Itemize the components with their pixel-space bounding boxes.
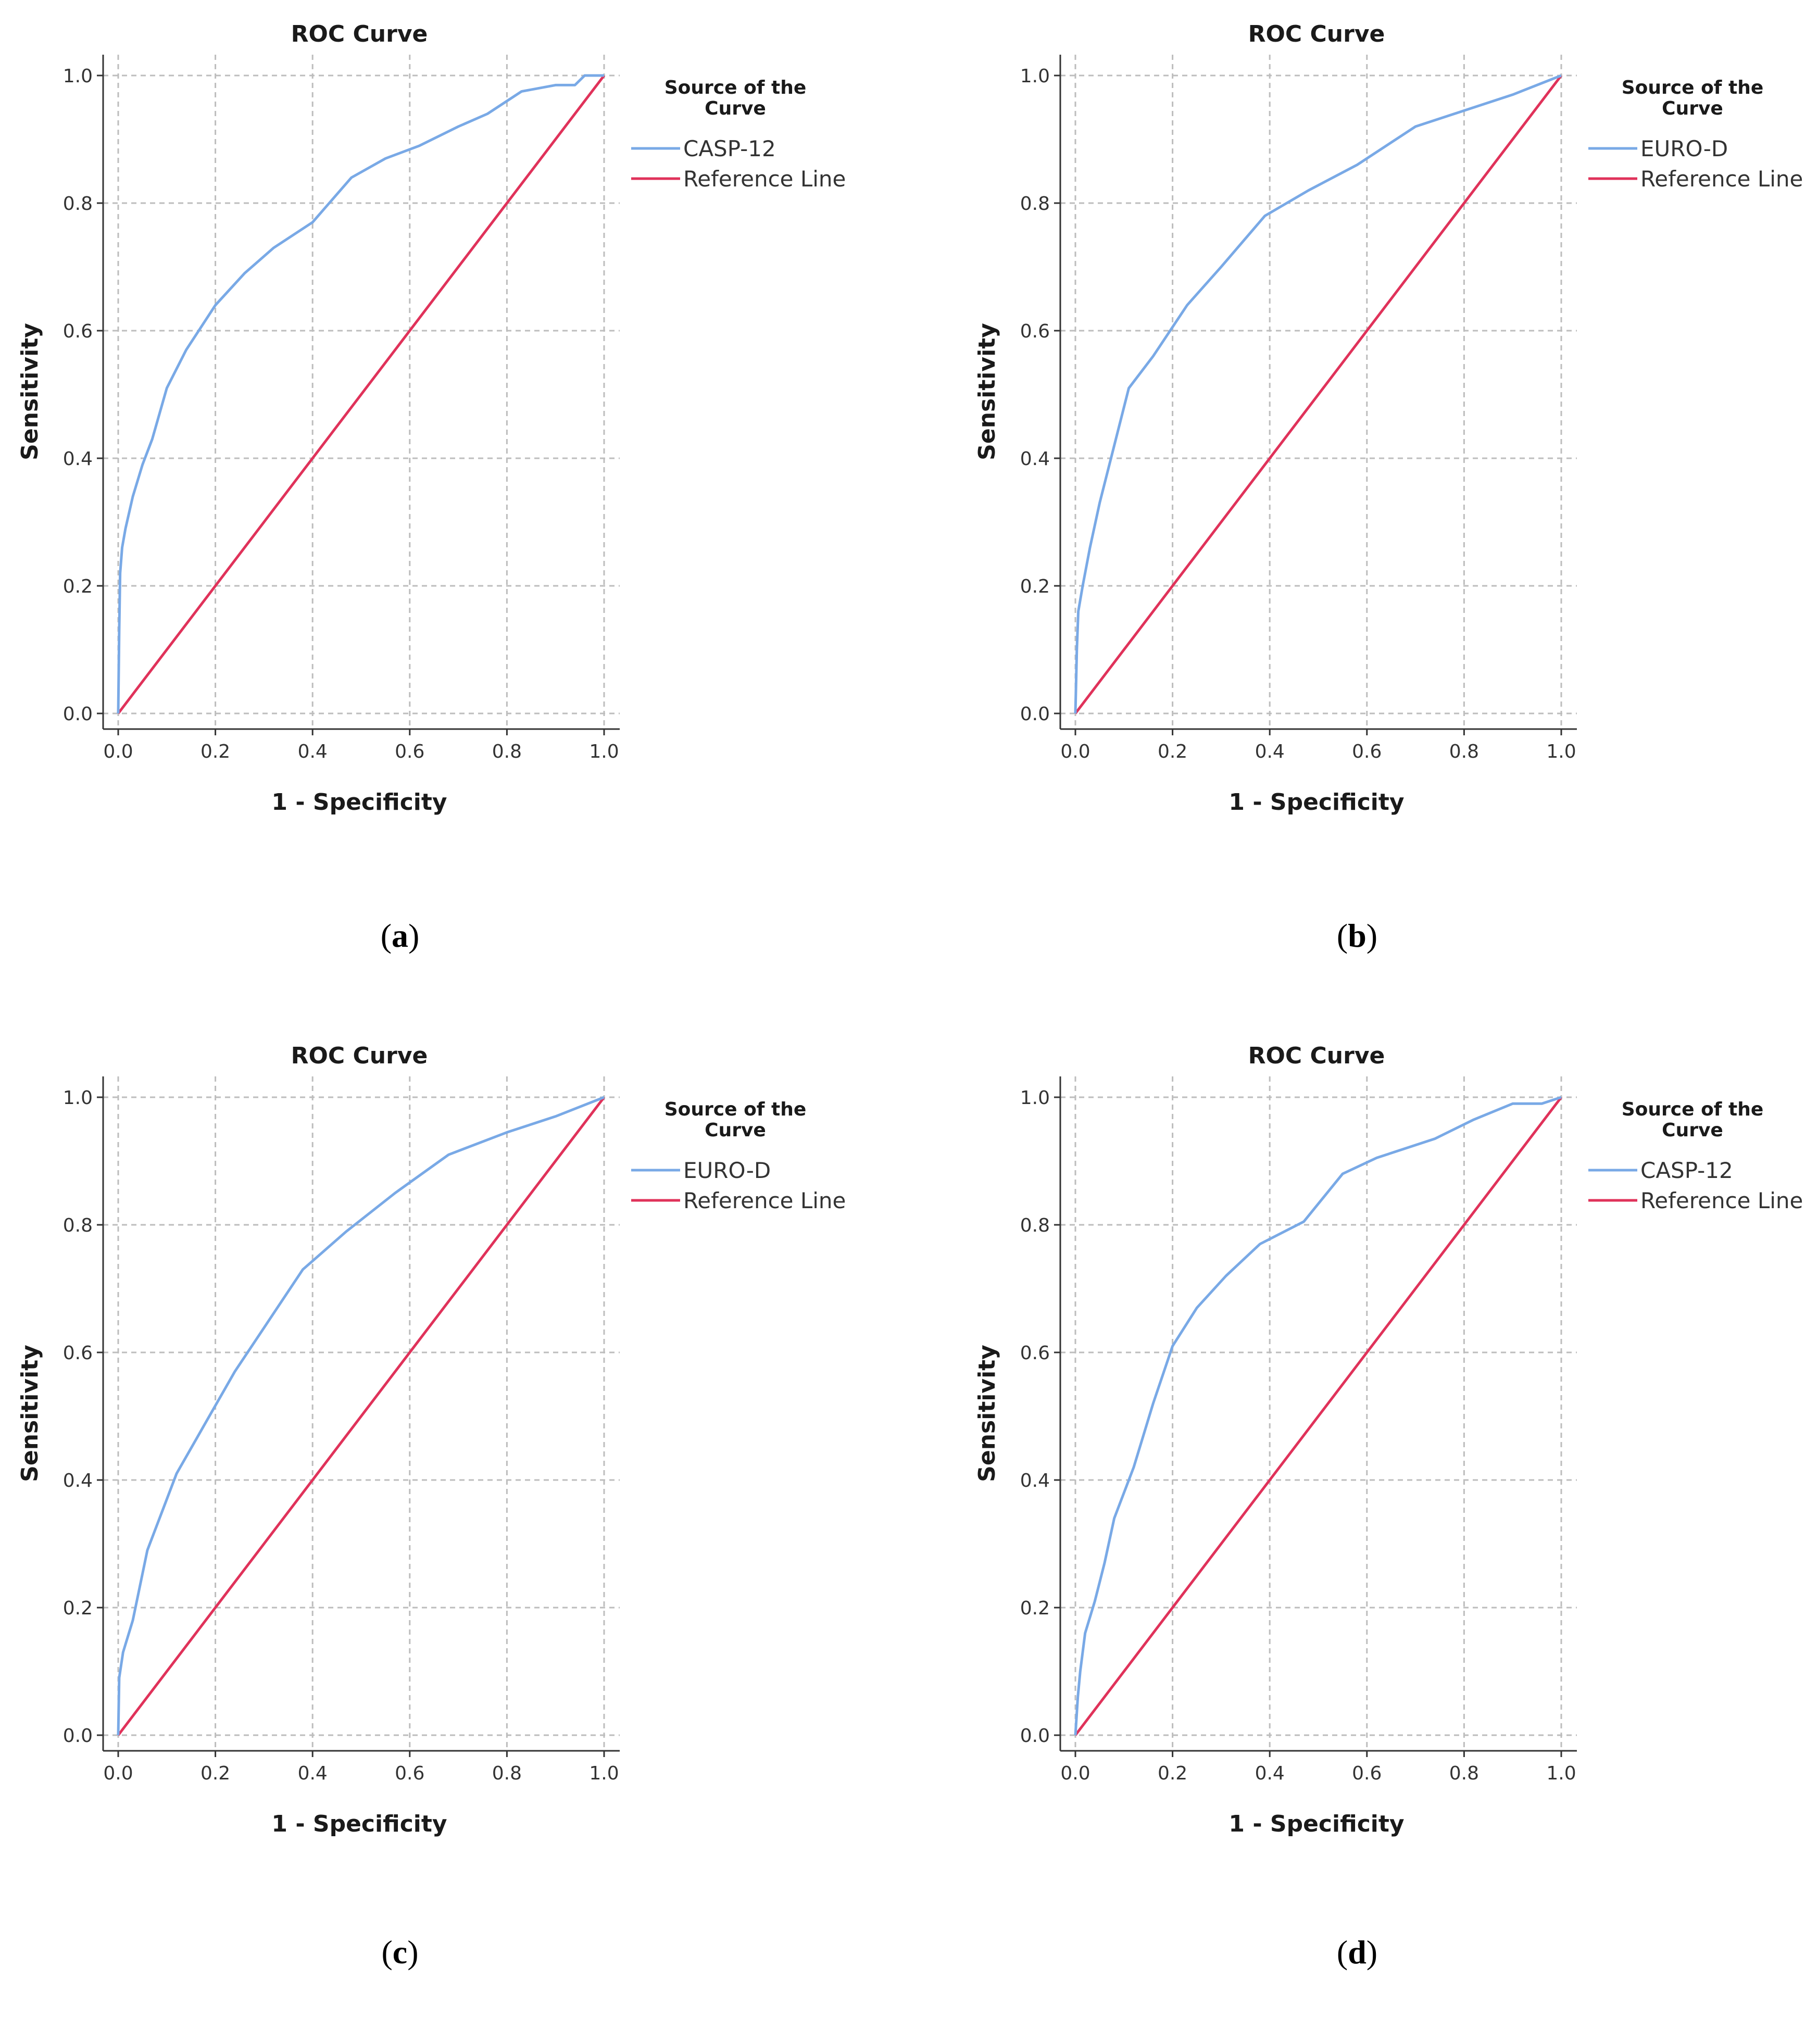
series-line-reference-line bbox=[1074, 74, 1562, 714]
x-tick-label: 0.8 bbox=[1449, 741, 1479, 762]
x-tick-label: 0.8 bbox=[492, 741, 522, 762]
panel-caption: (a) bbox=[381, 917, 420, 954]
panel-caption-letter: d bbox=[1348, 1934, 1366, 1971]
legend-title: Source of the Curve bbox=[1622, 77, 1764, 119]
y-axis-label: Sensitivity bbox=[974, 1345, 1000, 1482]
series-line-euro-d bbox=[117, 1096, 605, 1736]
y-tick-label: 1.0 bbox=[63, 66, 93, 87]
panel-caption-letter: b bbox=[1348, 917, 1366, 954]
x-tick-label: 0.2 bbox=[200, 741, 230, 762]
series-line-reference-line bbox=[1074, 1096, 1562, 1736]
chart-title: ROC Curve bbox=[291, 21, 428, 47]
panel-caption: (d) bbox=[1337, 1934, 1377, 1971]
y-tick-label: 1.0 bbox=[1020, 66, 1050, 87]
x-tick-label: 0.6 bbox=[395, 741, 424, 762]
legend-title: Source of the Curve bbox=[664, 77, 807, 119]
y-tick-label: 0.2 bbox=[1020, 576, 1050, 597]
series-line-casp-12 bbox=[117, 74, 604, 714]
y-tick-label: 0.2 bbox=[63, 1598, 93, 1619]
x-tick-label: 1.0 bbox=[1546, 1763, 1576, 1784]
chart-panel-c: ROC Curve 0.0 0.2 0.4 0.6 0.8 1.0 0.0 0.2 0.4 0.6 0… bbox=[0, 1022, 909, 2043]
legend-label: Reference Line bbox=[1640, 1188, 1803, 1213]
x-axis-label: 1 - Specificity bbox=[271, 789, 447, 816]
series-line-reference-line bbox=[117, 74, 605, 714]
y-tick-label: 0.8 bbox=[1020, 193, 1050, 215]
x-tick-label: 0.4 bbox=[298, 741, 328, 762]
y-tick-label: 0.0 bbox=[63, 704, 93, 725]
x-axis-label: 1 - Specificity bbox=[1228, 789, 1404, 816]
x-tick-label: 0.0 bbox=[103, 741, 133, 762]
panel-caption-letter: c bbox=[393, 1934, 407, 1971]
x-tick-label: 0.4 bbox=[1255, 1763, 1285, 1784]
legend-label: EURO-D bbox=[683, 1158, 771, 1183]
y-tick-label: 0.8 bbox=[63, 193, 93, 215]
y-tick-label: 0.8 bbox=[1020, 1215, 1050, 1236]
roc-chart-b: ROC Curve 0.0 0.2 0.4 0.6 0.8 1.0 0.0 0.2 0.4 0.6 0… bbox=[974, 21, 1803, 954]
y-tick-label: 0.6 bbox=[1020, 1343, 1050, 1364]
y-tick-label: 0.6 bbox=[63, 1343, 93, 1364]
legend-label: EURO-D bbox=[1640, 136, 1728, 161]
y-tick-label: 0.0 bbox=[63, 1725, 93, 1747]
y-tick-label: 0.4 bbox=[1020, 448, 1050, 470]
y-tick-label: 1.0 bbox=[1020, 1087, 1050, 1109]
y-tick-label: 0.0 bbox=[1020, 704, 1050, 725]
x-tick-label: 0.6 bbox=[395, 1763, 424, 1784]
y-axis-label: Sensitivity bbox=[17, 323, 43, 460]
y-tick-label: 0.6 bbox=[1020, 321, 1050, 342]
y-axis-label: Sensitivity bbox=[974, 323, 1000, 460]
chart-title: ROC Curve bbox=[291, 1043, 428, 1069]
series-line-euro-d bbox=[1074, 74, 1562, 714]
x-tick-label: 0.6 bbox=[1352, 741, 1382, 762]
x-tick-label: 0.8 bbox=[1449, 1763, 1479, 1784]
legend-label: CASP-12 bbox=[1640, 1158, 1733, 1183]
chart-panel-a: ROC Curve 0.0 0.2 0.4 0.6 0.8 1.0 0.0 0.2 0.4 0.6 0… bbox=[0, 0, 909, 1022]
x-tick-label: 0.2 bbox=[200, 1763, 230, 1784]
x-tick-label: 0.8 bbox=[492, 1763, 522, 1784]
x-tick-label: 0.2 bbox=[1158, 1763, 1187, 1784]
chart-panel-b: ROC Curve 0.0 0.2 0.4 0.6 0.8 1.0 0.0 0.2 0.4 0.6 0… bbox=[957, 0, 1818, 1022]
x-axis-label: 1 - Specificity bbox=[1228, 1811, 1404, 1837]
y-tick-label: 0.4 bbox=[63, 1470, 93, 1491]
series-line-casp-12 bbox=[1074, 1096, 1562, 1736]
x-tick-label: 0.6 bbox=[1352, 1763, 1382, 1784]
panel-caption: (c) bbox=[381, 1934, 418, 1971]
y-tick-label: 0.2 bbox=[63, 576, 93, 597]
roc-chart-d: ROC Curve 0.0 0.2 0.4 0.6 0.8 1.0 0.0 0.2 0.4 0.6 0… bbox=[974, 1043, 1803, 1971]
y-tick-label: 0.8 bbox=[63, 1215, 93, 1236]
roc-chart-a: ROC Curve 0.0 0.2 0.4 0.6 0.8 1.0 0.0 0.2 0.4 0.6 0… bbox=[17, 21, 846, 954]
roc-chart-c: ROC Curve 0.0 0.2 0.4 0.6 0.8 1.0 0.0 0.2 0.4 0.6 0… bbox=[17, 1043, 846, 1971]
y-tick-label: 0.0 bbox=[1020, 1725, 1050, 1747]
x-axis-label: 1 - Specificity bbox=[271, 1811, 447, 1837]
x-tick-label: 0.0 bbox=[1060, 741, 1090, 762]
x-tick-label: 0.4 bbox=[1255, 741, 1285, 762]
y-tick-label: 0.2 bbox=[1020, 1598, 1050, 1619]
y-tick-label: 0.4 bbox=[1020, 1470, 1050, 1491]
legend-label: Reference Line bbox=[683, 1188, 846, 1213]
x-tick-label: 1.0 bbox=[589, 741, 619, 762]
chart-panel-d: ROC Curve 0.0 0.2 0.4 0.6 0.8 1.0 0.0 0.2 0.4 0.6 0… bbox=[957, 1022, 1818, 2043]
panel-caption: (b) bbox=[1337, 917, 1377, 954]
x-tick-label: 0.2 bbox=[1158, 741, 1187, 762]
legend-title: Source of the Curve bbox=[664, 1099, 807, 1141]
y-tick-label: 0.4 bbox=[63, 448, 93, 470]
y-tick-label: 0.6 bbox=[63, 321, 93, 342]
x-tick-label: 1.0 bbox=[1546, 741, 1576, 762]
x-tick-label: 0.0 bbox=[103, 1763, 133, 1784]
y-tick-label: 1.0 bbox=[63, 1087, 93, 1109]
series-line-reference-line bbox=[117, 1096, 605, 1736]
x-tick-label: 1.0 bbox=[589, 1763, 619, 1784]
x-tick-label: 0.4 bbox=[298, 1763, 328, 1784]
y-axis-label: Sensitivity bbox=[17, 1345, 43, 1482]
x-tick-label: 0.0 bbox=[1060, 1763, 1090, 1784]
chart-title: ROC Curve bbox=[1248, 1043, 1385, 1069]
legend-title: Source of the Curve bbox=[1622, 1099, 1764, 1141]
panel-caption-letter: a bbox=[392, 917, 408, 954]
legend-label: Reference Line bbox=[683, 166, 846, 192]
chart-title: ROC Curve bbox=[1248, 21, 1385, 47]
legend-label: CASP-12 bbox=[683, 136, 776, 161]
legend-label: Reference Line bbox=[1640, 166, 1803, 192]
